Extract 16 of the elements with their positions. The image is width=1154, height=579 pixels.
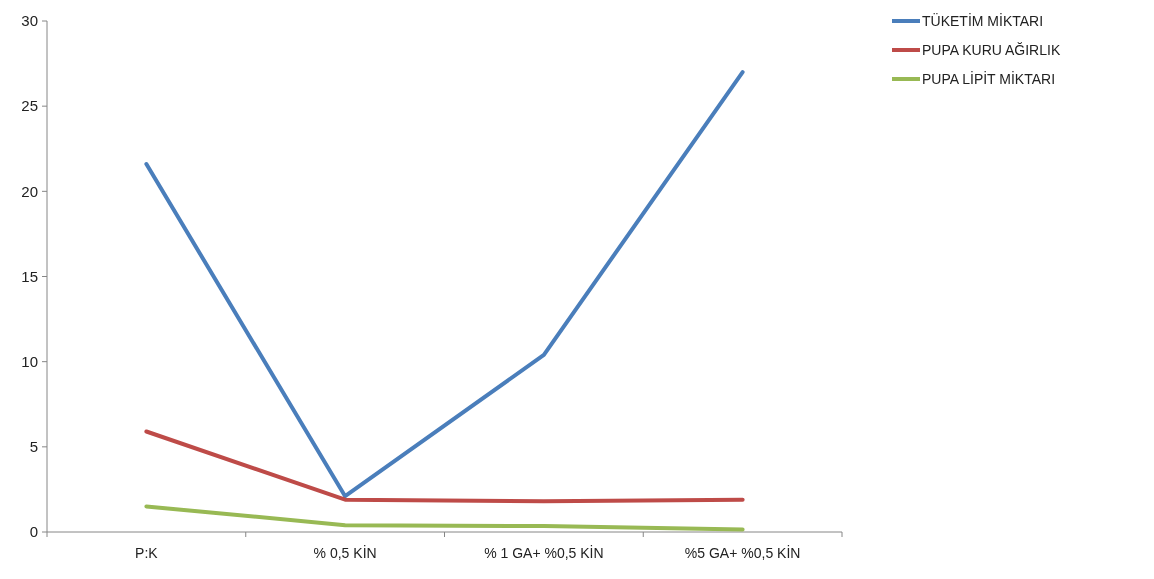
legend-label: PUPA LİPİT MİKTARI [922, 69, 1056, 87]
x-tick-label: % 1 GA+ %0,5 KİN [484, 544, 604, 561]
y-tick-label: 10 [21, 352, 38, 370]
y-tick-label: 30 [21, 12, 38, 30]
line-series [144, 70, 745, 499]
legend-label: TÜKETİM MİKTARI [922, 11, 1044, 29]
y-tick-label: 15 [21, 267, 38, 285]
y-tick-label: 5 [29, 438, 38, 456]
y-tick-label: 0 [29, 523, 38, 541]
line-series [144, 504, 745, 532]
legend-label: PUPA KURU AĞIRLIK [922, 41, 1061, 58]
y-tick-label: 25 [21, 97, 38, 115]
x-tick-label: P:K [135, 545, 159, 561]
y-tick-label: 20 [21, 182, 38, 200]
x-tick-label: %5 GA+ %0,5 KİN [684, 544, 801, 561]
x-tick-label: % 0,5 KİN [313, 544, 377, 561]
